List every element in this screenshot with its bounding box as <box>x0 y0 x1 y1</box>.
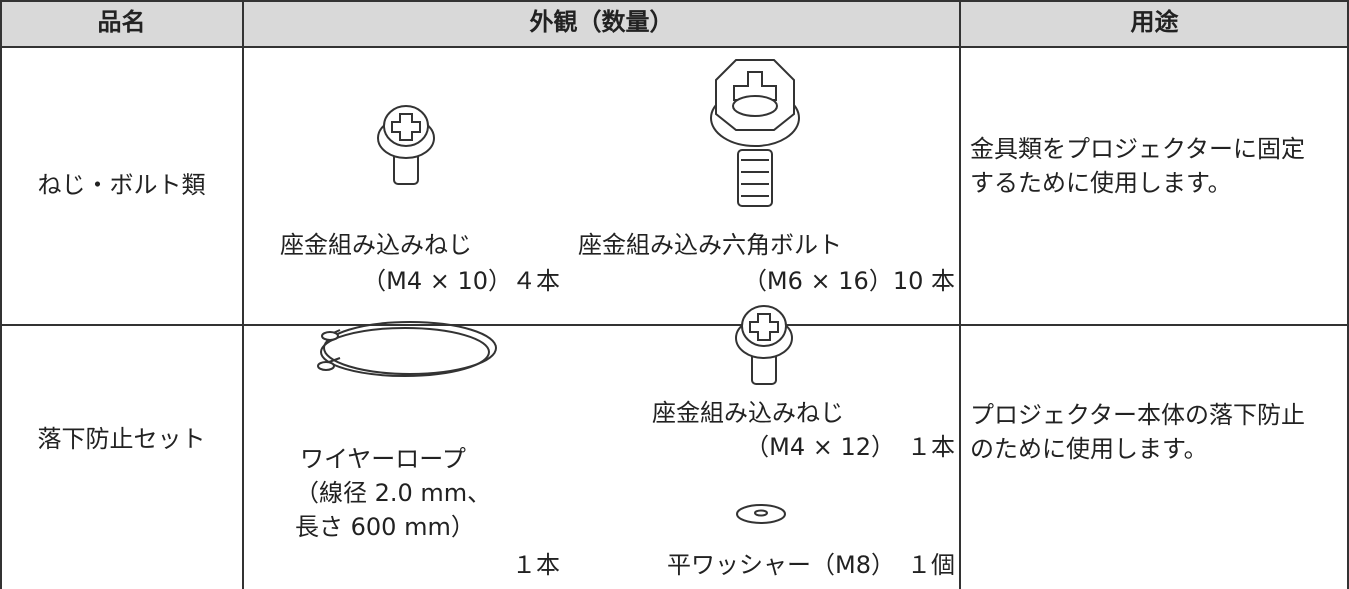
part-qty: （M6 × 16）10 本 <box>742 267 955 295</box>
part-qty: （M4 × 10）４本 <box>362 267 560 295</box>
part-name: ワイヤーロープ <box>300 445 466 473</box>
bolt-icon <box>710 59 800 207</box>
washer-icon <box>736 504 786 524</box>
part-name: 平ワッシャー（M8） １個 <box>667 551 955 579</box>
item-name: 落下防止セット <box>37 425 206 453</box>
part-qty: （M4 × 12） １本 <box>745 433 955 461</box>
usage: プロジェクター本体の落下防止のために使用します。 <box>970 401 1306 463</box>
border <box>0 46 1349 48</box>
screw-icon <box>735 305 793 385</box>
screw-icon <box>377 105 435 185</box>
border <box>0 324 1349 326</box>
part-name: 座金組み込み六角ボルト <box>578 231 842 259</box>
header-cell: 用途 <box>1130 8 1179 36</box>
border <box>0 0 1349 2</box>
part-qty: １本 <box>512 551 560 579</box>
border <box>242 0 244 589</box>
header-cell: 外観（数量） <box>529 8 674 36</box>
part-spec: 長さ 600 mm） <box>295 513 475 541</box>
header-bg <box>0 0 1349 46</box>
usage: 金具類をプロジェクターに固定するために使用します。 <box>970 135 1306 197</box>
border <box>0 0 2 589</box>
part-name: 座金組み込みねじ <box>652 399 844 427</box>
border <box>1347 0 1349 589</box>
item-name: ねじ・ボルト類 <box>37 171 206 199</box>
wire-icon <box>317 321 497 377</box>
border <box>959 0 961 589</box>
part-spec: （線径 2.0 mm、 <box>295 479 492 507</box>
header-cell: 品名 <box>97 8 146 36</box>
part-name: 座金組み込みねじ <box>280 231 472 259</box>
